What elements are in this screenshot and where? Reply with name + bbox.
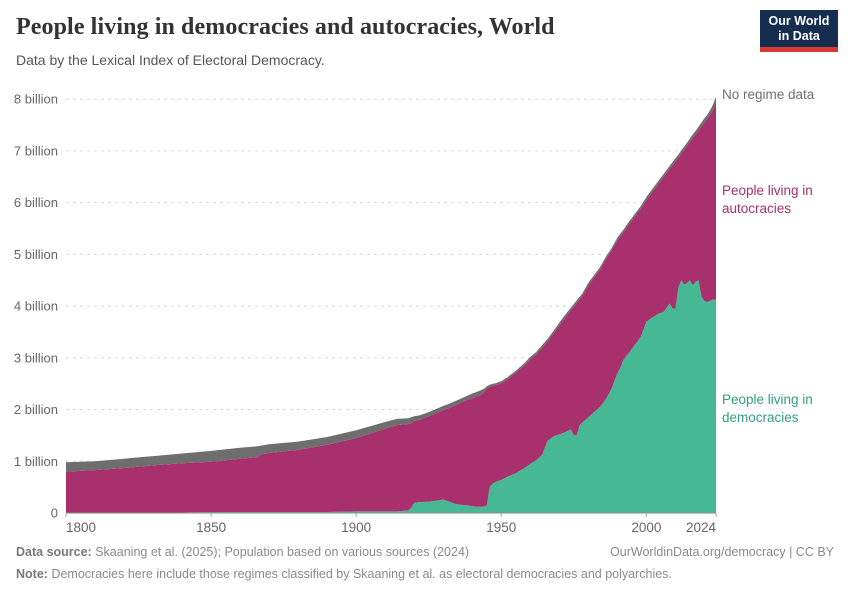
note-text: Democracies here include those regimes c… [51, 567, 672, 581]
x-tick-label-2024: 2024 [686, 520, 717, 535]
footer-links: OurWorldinData.org/democracy | CC BY [610, 545, 834, 559]
y-tick-label-1: 1 billion [14, 454, 58, 469]
chart-subtitle: Data by the Lexical Index of Electoral D… [16, 52, 325, 68]
footer-sources-row: Data source: Skaaning et al. (2025); Pop… [16, 545, 834, 559]
y-tick-label-7: 7 billion [14, 143, 58, 158]
x-tick-label-1800: 1800 [66, 520, 96, 535]
x-tick-label-1850: 1850 [196, 520, 226, 535]
stacked-areas [66, 96, 716, 514]
y-tick-label-8: 8 billion [14, 92, 58, 107]
x-tick-label-2000: 2000 [631, 520, 661, 535]
footer-separator: | [785, 545, 796, 559]
y-tick-label-0: 0 [51, 506, 58, 521]
series-label-democracies: People living in democracies [722, 392, 813, 426]
license-text: CC BY [795, 545, 834, 559]
y-tick-label-4: 4 billion [14, 299, 58, 314]
y-tick-label-5: 5 billion [14, 247, 58, 262]
note-label: Note: [16, 567, 48, 581]
owid-url-link[interactable]: OurWorldinData.org/democracy [610, 545, 786, 559]
x-tick-label-1900: 1900 [341, 520, 371, 535]
owid-logo-line1: Our World [768, 13, 830, 28]
page-title: People living in democracies and autocra… [16, 14, 555, 40]
data-source-text: Data source: Skaaning et al. (2025); Pop… [16, 545, 470, 559]
series-label-autocracies: People living in autocracies [722, 183, 813, 217]
area-people-living-in-democracies [66, 280, 716, 513]
y-tick-label-3: 3 billion [14, 350, 58, 365]
chart-canvas: 0 1 billion 2 billion 3 billion 4 billion 5 b… [14, 92, 717, 535]
series-label-no-regime-data: No regime data [722, 87, 815, 102]
y-tick-label-2: 2 billion [14, 402, 58, 417]
y-tick-label-6: 6 billion [14, 195, 58, 210]
area-people-living-in-autocracies [66, 101, 716, 514]
data-source-label: Data source: [16, 545, 92, 559]
x-tick-label-1950: 1950 [486, 520, 516, 535]
axes [65, 512, 717, 517]
axis-tick-labels: 0 1 billion 2 billion 3 billion 4 billion 5 b… [14, 92, 717, 535]
footer-note-row: Note: Democracies here include those reg… [16, 567, 834, 581]
owid-logo-line2: in Data [778, 28, 820, 43]
owid-logo: Our World in Data [760, 10, 838, 52]
